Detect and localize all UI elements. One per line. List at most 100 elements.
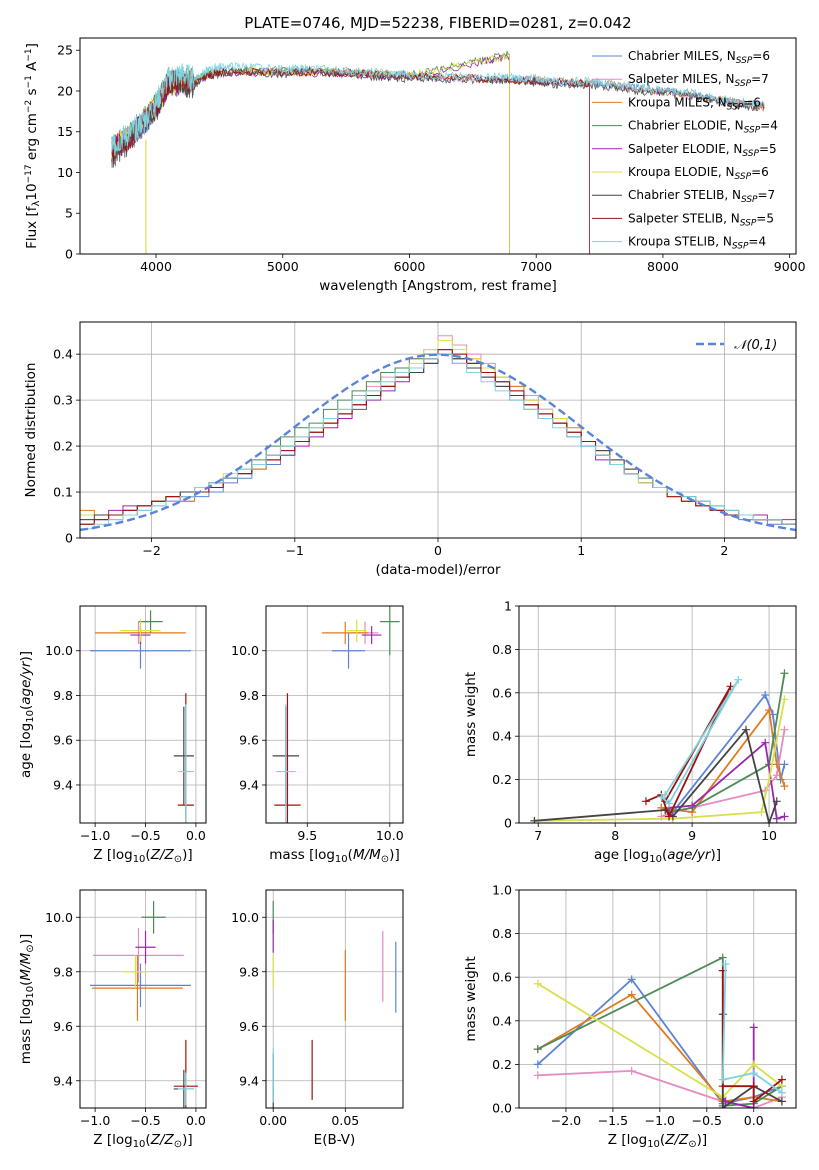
axes-frame: [518, 605, 797, 824]
x-axis-label-part: )]: [182, 1132, 193, 1148]
y-axis-label-part: 10: [24, 183, 40, 200]
tick-label-y: 0.2: [492, 1057, 512, 1072]
legend-label: Kroupa ELODIE, NSSP=6: [628, 165, 769, 182]
tick-label-x: −2.0: [551, 1113, 581, 1128]
mass-weight-marker-salpeter_miles: [533, 1071, 542, 1080]
y-axis-label-part: −1: [24, 75, 34, 88]
tick-label-y: 0.4: [53, 347, 73, 362]
mass-weight-line-kroupa_elodie: [537, 982, 783, 1099]
y-axis-label: mass [log10(M/M⊙)]: [18, 934, 36, 1064]
legend-label-value: =4: [760, 119, 778, 133]
y-axis-label: mass weight: [463, 672, 479, 757]
mass-weight-marker-kroupa_stelib: [661, 790, 670, 799]
age_vs_Z-points: [90, 610, 194, 823]
legend-label-sub: SSP: [727, 102, 744, 112]
y-axis-label-part: )]: [18, 651, 34, 662]
y-axis-label-part: M/M: [18, 952, 34, 980]
tick-label-x: 0.0: [186, 828, 206, 843]
y-axis-label-part: )]: [18, 934, 34, 945]
tick-label-x: −1.5: [598, 1113, 628, 1128]
tick-label-y: 9.8: [239, 964, 259, 979]
legend-label-text: Salpeter STELIB, N: [628, 211, 740, 225]
mass-weight-marker-salpeter_stelib: [777, 1075, 786, 1084]
x-axis-label-part: Z/Z: [664, 1132, 689, 1148]
tick-label-y: 9.4: [239, 777, 259, 792]
mass-weight-marker-kroupa_miles: [772, 760, 781, 769]
mass_vs_ebv-points: [272, 900, 397, 1108]
x-axis-label: Z [log10(Z/Z⊙)]: [608, 1132, 707, 1150]
tick-label-x: 2: [720, 543, 728, 558]
massweight_vs_Z-axes: −2.0 −1.5 −1.0 −0.5 0.0 0.0 0.2 0.4 0.6 0.8 1.0: [492, 883, 796, 1128]
mass-weight-marker-chabrier_elodie: [533, 1045, 542, 1054]
mass-weight-line-chabrier_elodie: [668, 673, 786, 813]
spectrum-line-chabrier_stelib: [111, 65, 765, 168]
legend-label-value: =6: [743, 95, 761, 109]
tick-label-y: 0.4: [492, 729, 512, 744]
y-axis-label-part: age/yr: [18, 660, 34, 705]
x-axis-label-part: 10: [133, 1139, 146, 1150]
legend-label-sub: SSP: [736, 56, 753, 66]
x-axis-label: wavelength [Angstrom, rest frame]: [319, 278, 557, 294]
mass-weight-marker-chabrier_stelib: [772, 797, 781, 806]
mass-weight-marker-kroupa_stelib: [734, 675, 743, 684]
legend-label: Chabrier ELODIE, NSSP=4: [628, 119, 778, 136]
legend-label: Chabrier STELIB, NSSP=7: [628, 188, 775, 205]
tick-label-x: 9: [688, 828, 696, 843]
mass-weight-marker-kroupa_elodie: [757, 808, 766, 817]
x-axis-label-part: Z [log: [93, 847, 132, 863]
tick-label-x: 5000: [267, 259, 299, 274]
y-axis-label: Normed distribution: [23, 363, 39, 498]
axes-frame: [265, 605, 404, 824]
legend-label: Kroupa STELIB, NSSP=4: [628, 235, 766, 252]
y-axis-label-part: Normed distribution: [23, 363, 39, 498]
mass-weight-line-salpeter_elodie: [722, 1027, 755, 1108]
x-axis-label-part: M/M: [353, 847, 381, 863]
tick-label-y: 9.8: [239, 688, 259, 703]
x-axis-label: E(B-V): [314, 1132, 356, 1148]
x-axis-label-part: mass [log: [269, 847, 335, 863]
x-axis-label-part: )]: [697, 1132, 708, 1148]
tick-label-x: 9000: [774, 259, 806, 274]
tick-label-x: −2: [142, 543, 160, 558]
tick-label-y: 9.6: [239, 733, 259, 748]
tick-label-y: 9.6: [53, 733, 73, 748]
legend-label-value: =6: [751, 165, 769, 179]
tick-label-y: 0.8: [492, 642, 512, 657]
mass-weight-marker-chabrier_miles: [627, 975, 636, 984]
mass-weight-line-chabrier_stelib: [534, 727, 778, 823]
age_vs_mass-axes: 9.5 10.0 9.4 9.6 9.8 10.0: [231, 606, 404, 843]
legend-label-text: Kroupa MILES, N: [628, 95, 727, 109]
mass_vs_Z-axes: −1.0 −0.5 0.0 9.4 9.6 9.8 10.0: [45, 890, 206, 1128]
legend-label-text: Kroupa STELIB, N: [628, 235, 732, 249]
tick-label-y: 9.4: [53, 777, 73, 792]
tick-label-x: 7: [534, 828, 542, 843]
y-axis-label-part: age [log: [18, 723, 34, 778]
tick-label-x: −1.0: [80, 828, 110, 843]
tick-label-y: 9.4: [239, 1073, 259, 1088]
tick-label-y: 9.6: [53, 1019, 73, 1034]
mass_vs_Z-points: [90, 900, 198, 1108]
y-axis-label-part: ⊙: [25, 944, 36, 952]
y-axis-label-part: (: [18, 705, 34, 710]
mass-weight-marker-chabrier_stelib: [718, 1104, 727, 1108]
y-axis-label-part: ]: [24, 43, 40, 48]
legend-label: Chabrier MILES, NSSP=6: [628, 49, 770, 66]
tick-label-x: 0.05: [331, 1113, 359, 1128]
tick-label-y: 9.6: [239, 1019, 259, 1034]
x-axis-label-part: (: [145, 847, 150, 863]
mass-weight-line-salpeter_stelib: [721, 970, 783, 1104]
normal-legend-label: 𝒩(0,1): [734, 338, 777, 353]
x-axis-label-part: age/yr: [667, 847, 712, 863]
mass-weight-marker-salpeter_stelib: [749, 1097, 758, 1106]
y-axis-label-part: Flux [f: [24, 205, 40, 249]
mass-weight-marker-kroupa_stelib: [777, 1088, 786, 1097]
tick-label-y: 0: [65, 531, 73, 546]
mass-weight-marker-salpeter_stelib: [641, 797, 650, 806]
tick-label-x: 9.5: [297, 828, 317, 843]
axes-frame: [79, 37, 797, 255]
mass-weight-marker-kroupa_miles: [627, 990, 636, 999]
axes-frame: [518, 889, 797, 1109]
tick-label-y: 5: [65, 206, 73, 221]
y-axis-label-part: 10: [25, 710, 36, 723]
